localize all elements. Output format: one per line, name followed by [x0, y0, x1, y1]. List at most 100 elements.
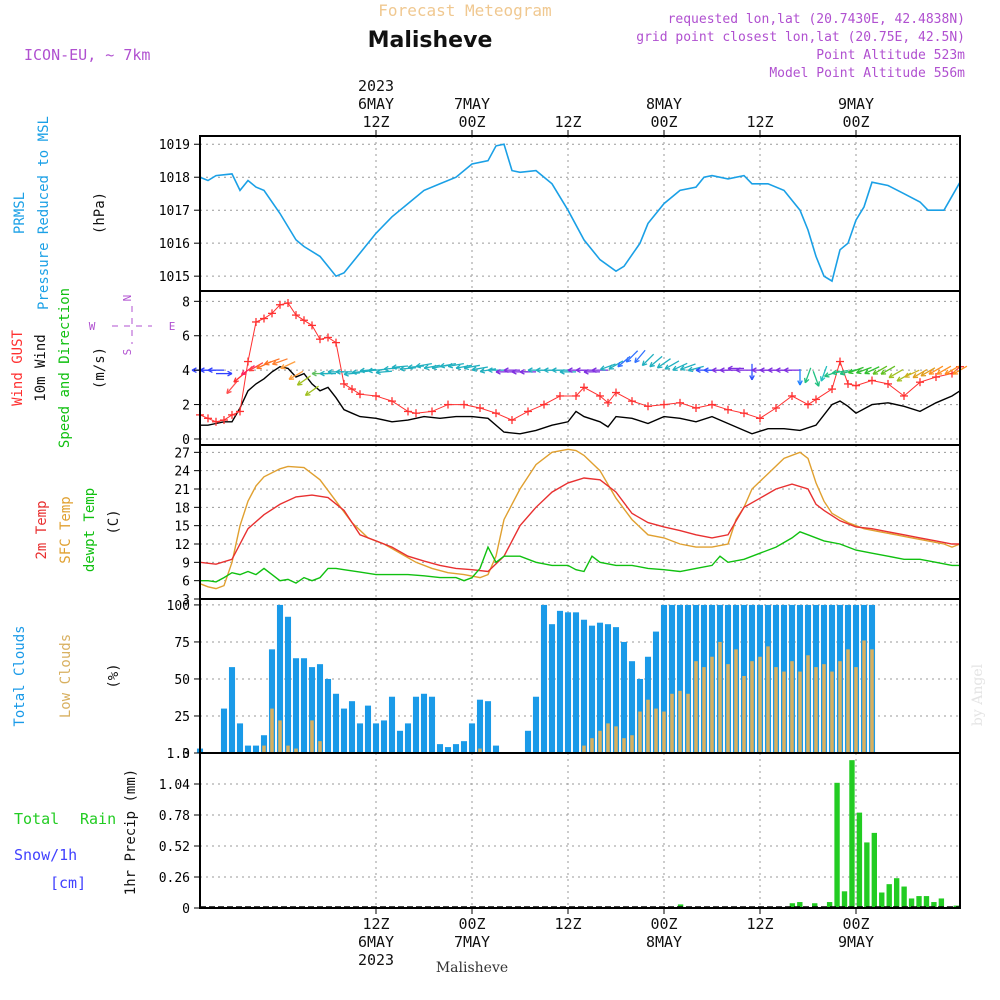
wind-arrow-head: [383, 368, 389, 372]
rain-bar: [879, 892, 885, 908]
time-label-bottom: 00Z: [458, 915, 485, 933]
wind-arrow-head: [487, 367, 493, 371]
y-tick-label: 0: [182, 433, 190, 448]
wind-arrow: [727, 365, 744, 372]
low-cloud-bar: [822, 664, 826, 753]
wind-arrow-head: [831, 369, 837, 374]
wind-arrow-head: [864, 369, 869, 374]
wind-arrow: [367, 367, 385, 374]
wind-arrow-head: [751, 369, 757, 373]
wind-arrow-head: [719, 367, 725, 371]
wind-arrow-head: [495, 371, 501, 375]
wind-arrow-head: [626, 359, 632, 363]
wind-arrow-shaft: [472, 366, 488, 371]
wind-arrow-head: [479, 370, 486, 374]
wind-arrow-head: [820, 376, 822, 382]
wind-arrow-head: [227, 373, 233, 377]
wind-arrow-head: [672, 365, 677, 371]
wind-arrow-head: [535, 369, 541, 373]
total-cloud-bar: [564, 612, 572, 753]
wind-arrow: [583, 369, 600, 375]
y-tick-label: 27: [174, 446, 190, 461]
low-cloud-bar: [590, 738, 594, 753]
gust-marker: [612, 388, 620, 397]
grid-layer: [200, 136, 960, 909]
wind-arrow-head: [207, 369, 213, 373]
wind-arrow: [920, 367, 936, 377]
wind-arrow-head: [944, 369, 949, 375]
wind-arrow-head: [519, 369, 525, 373]
wind-arrow-shaft: [241, 365, 255, 376]
wind-arrow: [391, 364, 409, 370]
wind-arrow-head: [783, 367, 789, 371]
y-tick-label: 8: [182, 295, 190, 310]
wind-arrow-head: [503, 367, 509, 371]
low-cloud-bar: [798, 671, 802, 753]
gust-marker: [692, 404, 700, 413]
wind-arrow: [248, 362, 264, 372]
total-cloud-bar: [324, 678, 332, 753]
wind-arrow: [880, 365, 896, 375]
gust-marker: [596, 391, 604, 400]
wind-arrow-head: [617, 361, 621, 367]
wind-arrow-head: [535, 367, 541, 371]
requested-coords: requested lon,lat (20.7430E, 42.4838N): [668, 12, 965, 27]
wind-arrow-head: [272, 363, 278, 366]
footer-place: Malisheve: [436, 960, 508, 976]
wind-arrow: [888, 369, 904, 379]
gridpoint-coords: grid point closest lon,lat (20.75E, 42.5…: [636, 30, 965, 45]
gust-marker: [276, 300, 284, 309]
wind-arrow-head: [487, 369, 493, 373]
gust-marker: [788, 391, 796, 400]
wind-arrow-head: [936, 369, 941, 375]
low-cloud-bar: [854, 667, 858, 753]
low-cloud-bar: [870, 649, 874, 753]
wind-arrow: [936, 365, 952, 375]
wind-arrow-head: [680, 365, 685, 370]
total-cloud-bar: [316, 664, 324, 753]
gust-marker: [404, 407, 412, 416]
low-cloud-bar: [742, 676, 746, 753]
wind-arrow-head: [463, 367, 470, 371]
wind-arrow-head: [759, 367, 765, 371]
wind-arrow-head: [264, 360, 269, 365]
gust-marker: [644, 402, 652, 411]
time-label-top: 6MAY: [358, 95, 394, 113]
wind-arrow-shaft: [680, 363, 696, 371]
wind-arrow-head: [583, 369, 589, 373]
y-tick-label: 1018: [159, 171, 190, 186]
wind-arrow-head: [735, 367, 741, 371]
gust-marker: [340, 379, 348, 388]
wind-arrow: [503, 367, 520, 373]
wind-arrow-head: [375, 371, 381, 376]
wind-arrow-head: [543, 367, 549, 371]
wind-arrow-head: [872, 369, 877, 375]
wind-arrow-head: [839, 370, 845, 375]
wind-arrow-head: [304, 390, 309, 396]
compass-w-label: W: [89, 320, 96, 333]
wind-arrow: [559, 369, 576, 375]
wind-arrow-head: [649, 361, 653, 367]
gust-marker: [300, 316, 308, 325]
wind-arrow-head: [856, 368, 861, 374]
wind-arrow-head: [896, 376, 901, 382]
y-tick-label: 9: [182, 556, 190, 571]
panel-frame-precip: [199, 752, 961, 909]
wind-arrow: [447, 362, 464, 369]
low-cloud-bar: [790, 661, 794, 753]
wind-arrow-head: [527, 367, 533, 371]
gust-marker: [236, 407, 244, 416]
wind-arrow-shaft: [641, 353, 655, 366]
gust-marker: [292, 311, 300, 320]
low-cloud-bar: [286, 745, 290, 753]
wind-arrow: [264, 358, 280, 366]
wind-arrow-shaft: [804, 367, 812, 384]
wind-arrow-head: [264, 363, 270, 366]
gust-marker: [900, 391, 908, 400]
prmsl-line: [199, 143, 961, 283]
wind-arrow-head: [471, 366, 477, 371]
wind-arrow-shaft: [448, 362, 464, 368]
low-cloud-bar: [294, 748, 298, 753]
low-cloud-bar: [614, 726, 618, 753]
wind-arrow: [848, 366, 864, 375]
